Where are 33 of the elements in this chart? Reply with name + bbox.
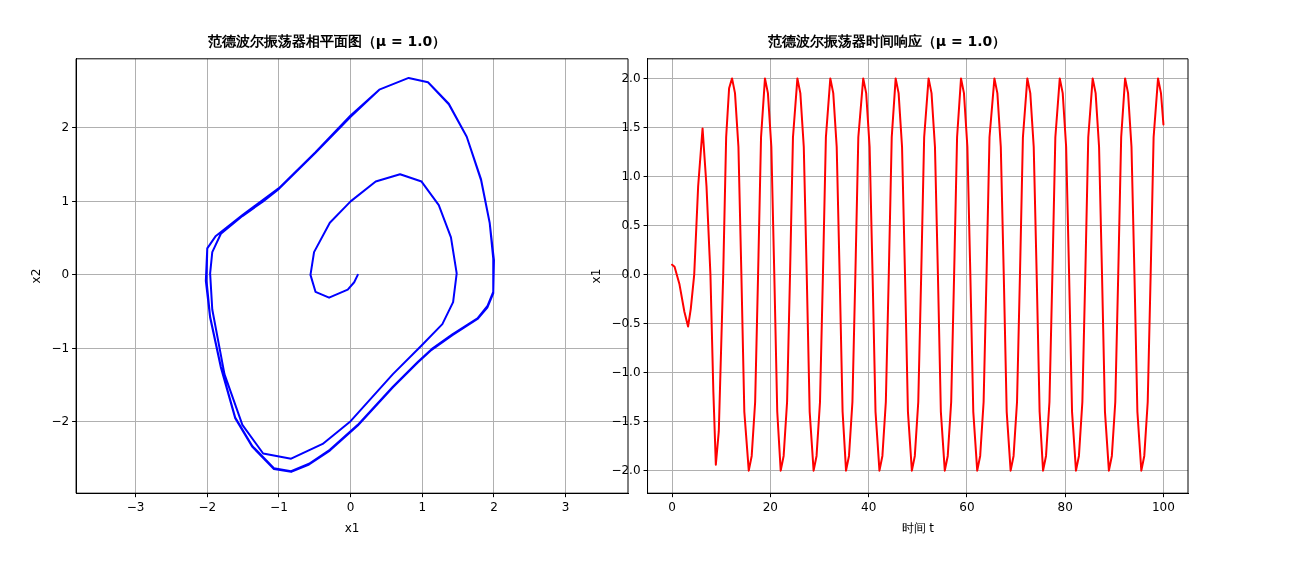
y-tick-label: −1	[51, 340, 70, 355]
x-tick-label: 1	[418, 499, 427, 514]
y-tick-label: 1.5	[621, 119, 641, 134]
y-tick-label: 0.5	[621, 217, 641, 232]
x-axis-title: 时间 t	[901, 520, 935, 535]
y-tick-label: 1.0	[621, 168, 641, 183]
y-tick-label: −2.0	[611, 462, 641, 477]
y-tick-label: 2	[61, 120, 70, 135]
y-tick-label: 2.0	[621, 70, 641, 85]
x-tick-label: 0	[668, 499, 676, 514]
x-tick-label: −3	[126, 499, 145, 514]
x-tick-label: 20	[762, 499, 779, 514]
x-tick-label: 60	[959, 499, 975, 514]
x-tick-label: 3	[561, 499, 570, 514]
y-tick-label: −0.5	[611, 315, 641, 330]
y-tick-label: 0.0	[621, 266, 641, 281]
x-tick-label: −1	[270, 499, 288, 514]
x-tick-label: 80	[1057, 499, 1073, 514]
x-tick-label: −2	[198, 499, 217, 514]
x-tick-label: 100	[1151, 499, 1175, 514]
x-tick-label: 2	[490, 499, 498, 514]
y-tick-label: −2	[51, 414, 70, 429]
y-axis-title: x1	[589, 268, 604, 284]
x-axis-title: x1	[344, 520, 360, 535]
chart-title: 范德波尔振荡器时间响应（μ = 1.0）	[766, 33, 1007, 50]
y-tick-label: −1.0	[611, 364, 641, 379]
y-tick-label: 1	[61, 193, 70, 208]
y-tick-label: 0	[61, 267, 70, 282]
x-tick-label: 0	[346, 499, 355, 514]
y-tick-label: −1.5	[611, 413, 641, 428]
y-axis-title: x2	[29, 268, 44, 284]
chart-title: 范德波尔振荡器相平面图（μ = 1.0）	[206, 33, 447, 50]
x-tick-label: 40	[861, 499, 877, 514]
